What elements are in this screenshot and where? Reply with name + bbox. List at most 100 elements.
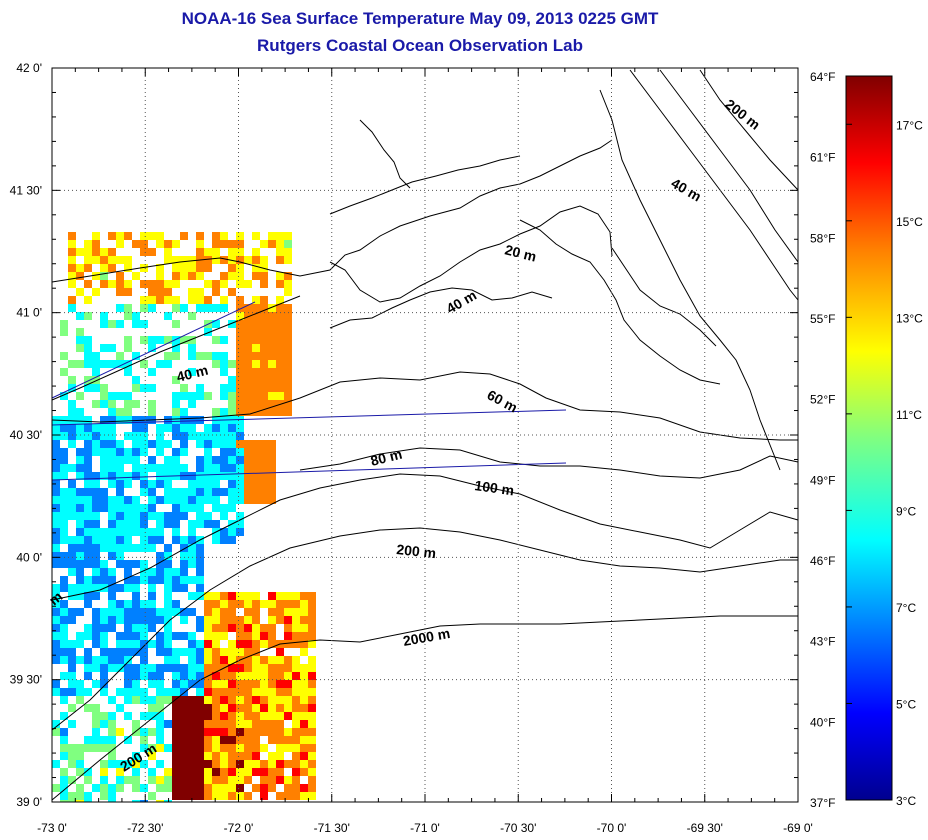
sst-pixel [140,512,148,520]
sst-pixel [92,784,100,792]
sst-pixel [180,384,188,392]
sst-pixel [236,360,244,368]
sst-pixel [124,344,132,352]
sst-pixel [196,768,204,776]
sst-pixel [84,536,92,544]
sst-pixel [140,464,148,472]
sst-pixel [164,560,172,568]
sst-pixel [76,752,84,760]
sst-pixel [212,704,220,712]
sst-pixel [60,528,68,536]
sst-pixel [196,504,204,512]
sst-pixel [212,304,220,312]
sst-pixel [212,712,220,720]
sst-pixel [68,272,76,280]
sst-pixel [100,456,108,464]
sst-pixel [92,496,100,504]
sst-pixel [196,472,204,480]
sst-pixel [284,392,292,400]
sst-pixel [236,728,244,736]
sst-pixel [124,528,132,536]
sst-pixel [76,552,84,560]
sst-pixel [212,480,220,488]
sst-pixel [212,352,220,360]
sst-pixel [92,472,100,480]
sst-pixel [132,592,140,600]
sst-pixel [68,480,76,488]
sst-pixel [92,488,100,496]
sst-pixel [108,456,116,464]
sst-pixel [140,656,148,664]
axis-tick-labels: -73 0' -72 30' -72 0' -71 30' -71 0' -70 30' -… [10,61,836,835]
sst-pixel [244,776,252,784]
sst-pixel [228,704,236,712]
sst-pixel [196,680,204,688]
sst-pixel [212,472,220,480]
sst-pixel [60,632,68,640]
sst-pixel [116,352,124,360]
sst-pixel [276,720,284,728]
sst-pixel [100,744,108,752]
sst-pixel [100,424,108,432]
sst-pixel [300,720,308,728]
sst-pixel [228,688,236,696]
sst-pixel [212,784,220,792]
sst-pixel [100,768,108,776]
sst-pixel [204,720,212,728]
sst-pixel [84,456,92,464]
sst-pixel [252,600,260,608]
sst-pixel [188,576,196,584]
sst-pixel [228,672,236,680]
sst-pixel [300,592,308,600]
sst-pixel [236,784,244,792]
sst-pixel [276,312,284,320]
sst-pixel [236,776,244,784]
sst-pixel [148,368,156,376]
sst-pixel [108,760,116,768]
sst-pixel [108,568,116,576]
sst-pixel [220,792,228,800]
sst-pixel [220,696,228,704]
sst-pixel [132,376,140,384]
sst-pixel [292,632,300,640]
sst-pixel [76,680,84,688]
colorbar [845,75,893,801]
sst-pixel [156,288,164,296]
sst-pixel [116,616,124,624]
sst-pixel [52,632,60,640]
sst-pixel [60,552,68,560]
sst-pixel [252,592,260,600]
sst-pixel [236,736,244,744]
sst-pixel [180,544,188,552]
sst-pixel [124,256,132,264]
sst-pixel [268,680,276,688]
sst-pixel [260,312,268,320]
sst-pixel [116,272,124,280]
sst-pixel [204,784,212,792]
sst-pixel [132,648,140,656]
sst-pixel [84,464,92,472]
lat-tick-label: 39 30' [10,673,42,687]
sst-pixel [212,664,220,672]
sst-pixel [60,728,68,736]
sst-pixel [180,688,188,696]
sst-pixel [60,504,68,512]
sst-pixel [212,288,220,296]
sst-pixel [76,560,84,568]
sst-pixel [52,536,60,544]
sst-pixel [236,432,244,440]
coastline [51,89,781,471]
sst-pixel [100,248,108,256]
sst-pixel [60,608,68,616]
sst-pixel [204,520,212,528]
sst-pixel [108,552,116,560]
sst-pixel [60,368,68,376]
sst-pixel [268,688,276,696]
sst-pixel [156,424,164,432]
sst-pixel [52,608,60,616]
sst-pixel [172,352,180,360]
sst-pixel [100,528,108,536]
sst-pixel [156,672,164,680]
sst-pixel [156,448,164,456]
sst-pixel [276,592,284,600]
